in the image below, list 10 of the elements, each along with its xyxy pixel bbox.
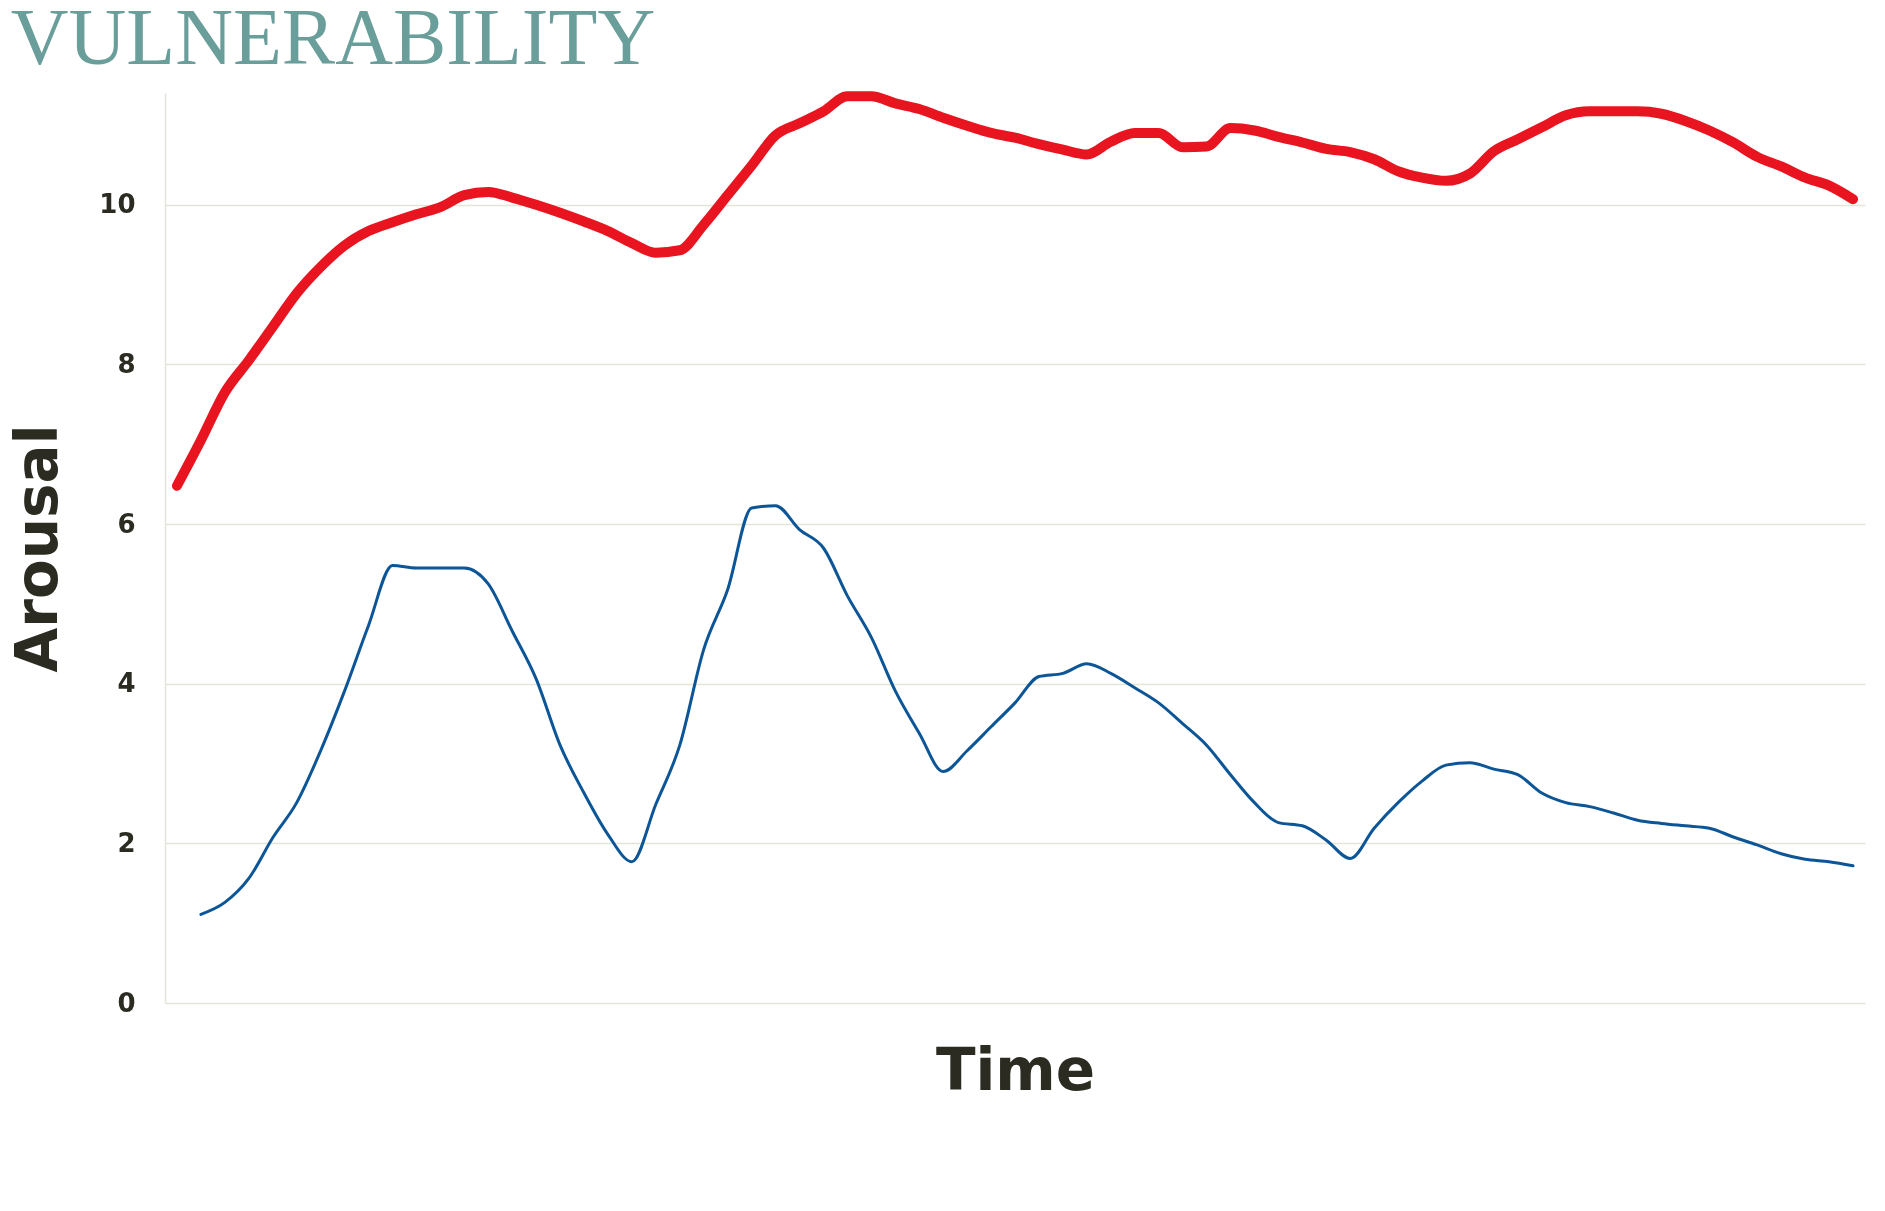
chart-title: VULNERABILITY — [10, 0, 656, 82]
y-tick-label: 10 — [99, 189, 136, 220]
y-axis-title: Arousal — [3, 424, 72, 673]
x-axis-title: Time — [935, 1035, 1096, 1104]
y-tick-label: 6 — [117, 508, 136, 539]
y-tick-label: 0 — [117, 987, 136, 1018]
y-tick-label: 8 — [117, 348, 136, 379]
line-series — [199, 504, 1855, 916]
y-tick-label: 4 — [117, 668, 136, 699]
y-tick-label: 2 — [117, 827, 136, 858]
